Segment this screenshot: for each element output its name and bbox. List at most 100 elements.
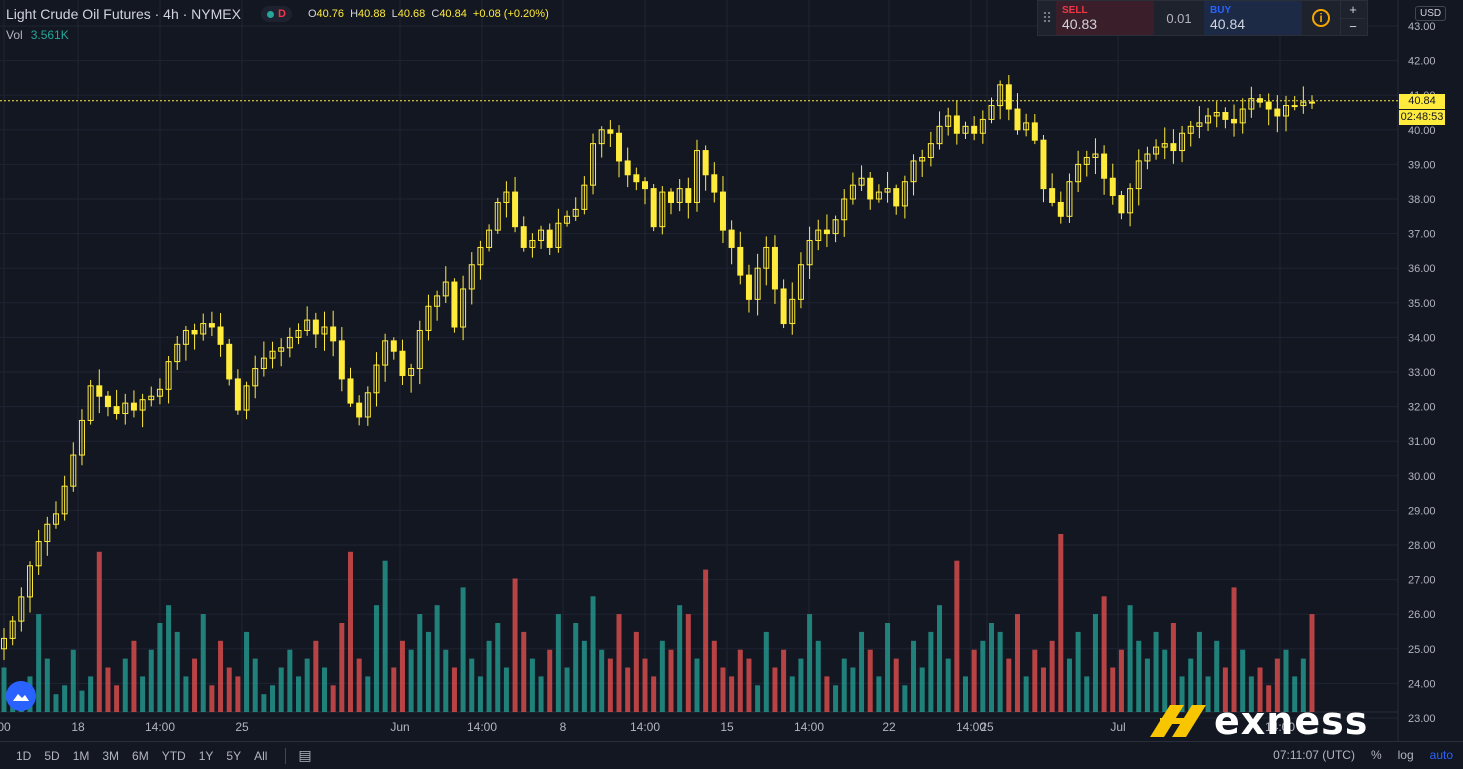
candle-body [312, 319, 319, 335]
timeframe-all[interactable]: All [254, 748, 268, 763]
log-button[interactable]: log [1397, 748, 1414, 762]
timeframe-buttons: 1D 5D 1M 3M 6M YTD 1Y 5Y All [16, 749, 267, 763]
time-tick: 15 [720, 720, 734, 734]
timeframe-6m[interactable]: 6M [132, 748, 149, 763]
candle-body [442, 281, 449, 297]
volume-bar [365, 676, 371, 712]
candle-body [356, 402, 363, 418]
candle-body [26, 565, 33, 598]
exness-mark-icon [1150, 705, 1206, 737]
volume-bar [971, 649, 977, 712]
sell-button[interactable]: SELL 40.83 [1056, 1, 1154, 35]
candle-body [538, 229, 545, 242]
volume-bar [88, 676, 94, 712]
volume-bar [1300, 658, 1306, 712]
volume-bar [573, 623, 579, 712]
candle-body [1, 637, 7, 650]
volume-bar [616, 614, 622, 712]
candle-body [512, 191, 519, 228]
candle-body [616, 132, 623, 162]
volume-bar [1257, 667, 1263, 712]
volume-bar [330, 685, 336, 712]
clock[interactable]: 07:11:07 (UTC) [1273, 748, 1355, 762]
candle-body [260, 357, 267, 370]
volume-bar [1066, 658, 1072, 712]
status-indicators[interactable]: D [260, 6, 292, 22]
candle-body [9, 620, 16, 639]
volume-bar [512, 578, 518, 712]
info-button[interactable]: i [1302, 1, 1340, 35]
candle-body [832, 219, 839, 235]
drag-handle-icon[interactable]: ⠿ [1041, 9, 1053, 26]
candle-body [763, 246, 770, 269]
candle-body [529, 240, 536, 248]
percent-button[interactable]: % [1370, 748, 1382, 762]
cloud-icon[interactable] [6, 681, 36, 711]
candle-body [1300, 101, 1307, 107]
candle-body [771, 246, 778, 290]
candle-body [624, 160, 631, 176]
price-tick: 26.00 [1408, 609, 1436, 621]
volume-bar [1274, 658, 1280, 712]
candle-body [1205, 115, 1212, 124]
symbol-title[interactable]: Light Crude Oil Futures · 4h · NYMEX [6, 6, 241, 22]
time-tick: 14:00 [630, 720, 660, 734]
chart-header: Light Crude Oil Futures · 4h · NYMEX D O… [6, 6, 552, 22]
buy-button[interactable]: BUY 40.84 [1204, 1, 1302, 35]
volume-bar [850, 667, 856, 712]
timeframe-5y[interactable]: 5Y [226, 748, 242, 763]
candle-body [1196, 122, 1203, 127]
timeframe-ytd[interactable]: YTD [161, 748, 186, 763]
volume-bar [166, 605, 172, 712]
candle-body [1161, 143, 1168, 148]
candle-body [607, 129, 614, 134]
timeframe-1y[interactable]: 1Y [198, 748, 214, 763]
volume-bar [538, 676, 544, 712]
volume-bar [547, 649, 553, 712]
candle-body [347, 378, 354, 404]
candle-body [1127, 188, 1134, 214]
market-open-dot [266, 10, 274, 18]
volume-bar [1084, 676, 1090, 712]
price-tick: 38.00 [1408, 194, 1436, 206]
candle-body [815, 229, 822, 242]
timeframe-1m[interactable]: 1M [72, 748, 90, 763]
candle-body [1144, 153, 1151, 162]
time-tick: 18 [71, 720, 85, 734]
volume-value: 3.561K [30, 28, 69, 42]
candle-body [1187, 125, 1194, 134]
candle-body [477, 246, 484, 266]
volume-bar [1153, 631, 1159, 712]
candle-body [1083, 156, 1090, 165]
currency-badge[interactable]: USD [1415, 6, 1447, 21]
volume-label: Vol [6, 28, 23, 42]
timeframe-5d[interactable]: 5D [44, 748, 60, 763]
plus-button[interactable]: + [1349, 1, 1357, 17]
date-range-icon[interactable]: ▤ [298, 747, 312, 763]
candle-body [1283, 105, 1290, 117]
volume-bar [590, 596, 596, 712]
volume-bar [1136, 640, 1142, 712]
candle-body [875, 191, 882, 200]
candle-body [104, 395, 111, 408]
volume-bar [659, 640, 665, 712]
volume-bar [296, 676, 302, 712]
minus-button[interactable]: − [1341, 17, 1365, 36]
volume-bar [1049, 640, 1055, 712]
candle-body [1135, 160, 1142, 190]
volume-bar [988, 623, 994, 712]
volume-bar [503, 667, 509, 712]
price-tick: 23.00 [1408, 713, 1436, 725]
timeframe-1d[interactable]: 1D [16, 748, 32, 763]
volume-bar [1092, 614, 1098, 712]
volume-bar [1214, 640, 1220, 712]
candle-body [1101, 153, 1108, 179]
candle-body [797, 264, 804, 300]
timeframe-3m[interactable]: 3M [102, 748, 120, 763]
volume-bar [434, 605, 440, 712]
candle-body [823, 229, 830, 235]
volume-bar [703, 569, 709, 712]
candle-body [936, 125, 943, 145]
auto-button[interactable]: auto [1429, 748, 1453, 762]
